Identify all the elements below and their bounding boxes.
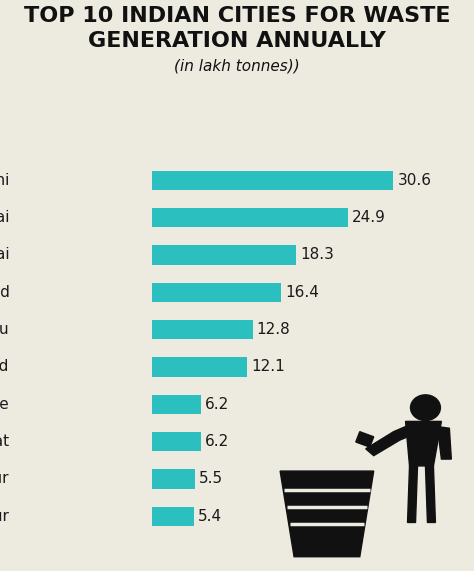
Bar — [152, 506, 194, 526]
Text: 6.2: 6.2 — [205, 434, 229, 449]
Bar — [152, 357, 247, 377]
Polygon shape — [406, 421, 441, 466]
Text: 24.9: 24.9 — [352, 210, 386, 225]
Text: 5.4: 5.4 — [198, 509, 222, 524]
Bar — [152, 171, 393, 190]
Text: Pune: Pune — [0, 397, 9, 412]
Text: Kanpur: Kanpur — [0, 472, 9, 486]
Bar — [152, 208, 348, 227]
Text: Surat: Surat — [0, 434, 9, 449]
Text: Delhi: Delhi — [0, 173, 9, 188]
Bar — [152, 469, 195, 489]
Polygon shape — [366, 427, 411, 456]
Text: GENERATION ANNUALLY: GENERATION ANNUALLY — [88, 31, 386, 51]
Bar — [152, 320, 253, 339]
Polygon shape — [280, 471, 374, 557]
Bar — [152, 395, 201, 414]
Text: Greater Hyderabad: Greater Hyderabad — [0, 285, 9, 300]
Bar — [152, 246, 296, 265]
Text: 5.5: 5.5 — [199, 472, 223, 486]
Polygon shape — [426, 466, 436, 522]
Text: 6.2: 6.2 — [205, 397, 229, 412]
Circle shape — [410, 395, 440, 420]
Bar — [152, 432, 201, 451]
Text: Jaipur: Jaipur — [0, 509, 9, 524]
Polygon shape — [408, 466, 418, 522]
Text: 18.3: 18.3 — [300, 247, 334, 263]
Text: 16.4: 16.4 — [285, 285, 319, 300]
Text: (in lakh tonnes)): (in lakh tonnes)) — [174, 58, 300, 73]
Text: Bengaluru: Bengaluru — [0, 322, 9, 337]
Text: 12.8: 12.8 — [257, 322, 291, 337]
Text: TOP 10 INDIAN CITIES FOR WASTE: TOP 10 INDIAN CITIES FOR WASTE — [24, 6, 450, 26]
Text: Chennai: Chennai — [0, 247, 9, 263]
Text: 12.1: 12.1 — [251, 360, 285, 375]
Text: 30.6: 30.6 — [397, 173, 431, 188]
Polygon shape — [356, 432, 374, 447]
Text: Ahmedabad: Ahmedabad — [0, 360, 9, 375]
Bar — [152, 283, 281, 302]
Text: Greater Mumbai: Greater Mumbai — [0, 210, 9, 225]
Polygon shape — [438, 427, 451, 459]
